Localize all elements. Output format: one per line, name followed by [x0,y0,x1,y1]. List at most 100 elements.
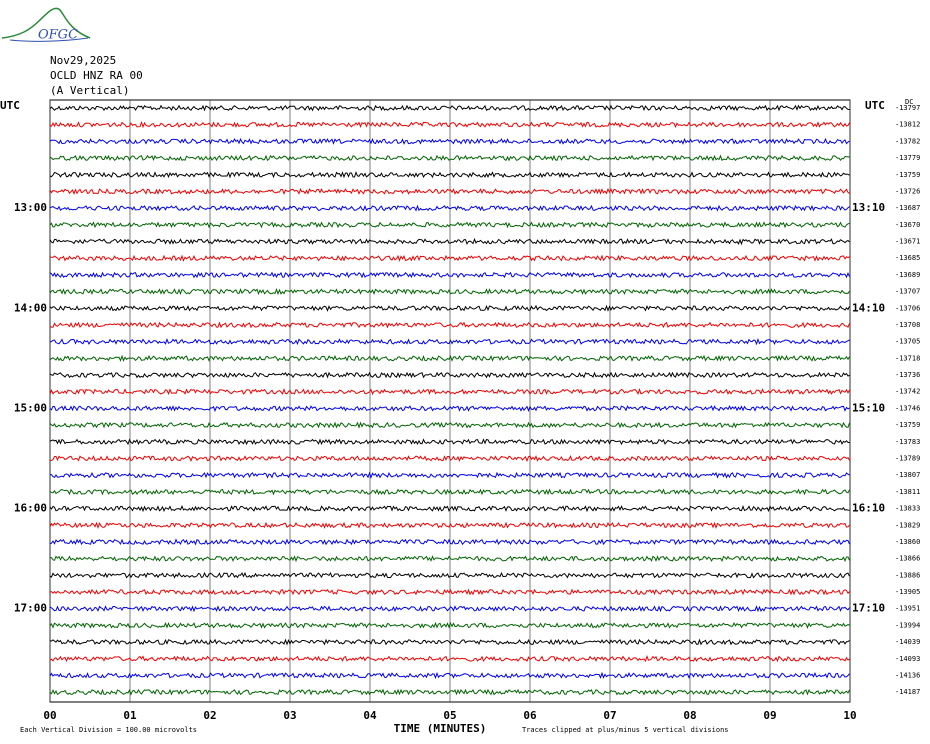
trace-offset: -13685 [895,254,920,262]
trace [49,405,850,413]
time-label: 14:10 [852,301,885,314]
trace-offset: -14136 [895,671,920,679]
trace [49,221,850,229]
x-tick-label: 07 [603,709,616,722]
trace [49,371,850,379]
trace [49,154,850,162]
x-tick-label: 06 [523,709,537,722]
trace-offset: -13670 [895,221,920,229]
x-tick-label: 10 [843,709,856,722]
trace [49,237,850,246]
trace-offset: -13811 [895,488,920,496]
x-tick-label: 00 [43,709,56,722]
x-tick-label: 04 [363,709,377,722]
trace [49,421,850,429]
trace-offset: -13671 [895,238,920,246]
x-tick-label: 01 [123,709,137,722]
x-tick-label: 09 [763,709,776,722]
trace [49,254,850,262]
time-label: 16:10 [852,502,885,515]
trace-offset: -13742 [895,388,920,396]
trace [49,455,850,463]
trace [49,354,850,362]
x-tick-label: 05 [443,709,456,722]
trace-offset: -13718 [895,354,920,362]
trace [49,621,850,629]
trace-offset: -13708 [895,321,920,329]
time-label: 17:10 [852,602,885,615]
x-tick-label: 03 [283,709,296,722]
trace-offset: -13829 [895,521,920,529]
trace [49,121,850,129]
trace [49,521,850,530]
trace-offset: -13789 [895,454,920,462]
clip-note: Traces clipped at plus/minus 5 vertical … [522,726,729,734]
component: (A Vertical) [50,84,129,97]
trace-offset: -13833 [895,505,920,513]
hour-label: 13:00 [14,201,47,214]
trace [49,337,850,346]
left-top: UTC [0,99,20,112]
trace [49,555,850,563]
right-top: UTC [865,99,885,112]
trace [49,304,850,312]
trace [49,471,850,479]
trace [49,321,850,329]
trace [49,688,850,696]
trace [49,104,850,112]
trace [49,137,850,145]
trace-offset: -13994 [895,621,920,629]
trace-offset: -13726 [895,187,920,195]
trace [49,588,850,596]
trace [49,505,850,513]
trace-offset: -14187 [895,688,920,696]
trace-offset: -13736 [895,371,920,379]
trace [49,204,850,212]
trace-offset: -13689 [895,271,920,279]
trace-offset: -13866 [895,555,920,563]
trace [49,288,850,296]
trace-offset: -13951 [895,605,920,613]
x-tick-label: 02 [203,709,216,722]
trace [49,605,850,613]
trace-offset: -13860 [895,538,920,546]
trace [49,671,850,680]
trace-offset: -13759 [895,421,920,429]
x-tick-label: 08 [683,709,696,722]
trace [49,187,850,195]
trace-offset: -13779 [895,154,920,162]
hour-label: 16:00 [14,502,47,515]
trace-offset: -13746 [895,404,920,412]
time-label: 13:10 [852,201,885,214]
trace-offset: -13707 [895,288,920,296]
hour-label: 17:00 [14,602,47,615]
trace-offset: -13783 [895,438,920,446]
trace [49,571,850,579]
right-corner: DC [905,98,913,106]
trace [49,638,850,646]
time-label: 15:10 [852,401,885,414]
scale-note: Each Vertical Division = 100.00 microvol… [20,726,197,734]
trace [49,387,850,396]
trace-offset: -14093 [895,655,920,663]
trace-offset: -13905 [895,588,920,596]
trace-offset: -13797 [895,104,920,112]
trace-offset: -13807 [895,471,920,479]
trace-offset: -13759 [895,171,920,179]
trace [49,171,850,179]
logo-text: OFGC [38,28,78,43]
trace-offset: -14039 [895,638,920,646]
trace [49,271,850,279]
logo: OFGC [1,7,91,43]
trace-offset: -13705 [895,338,920,346]
hour-label: 14:00 [14,301,47,314]
trace [49,488,850,496]
trace [49,655,850,663]
trace-offset: -13706 [895,304,920,312]
trace-offset: -13782 [895,137,920,145]
trace-offset: -13886 [895,571,920,579]
trace-offset: -13687 [895,204,920,212]
trace-offset: -13812 [895,121,920,129]
hour-label: 15:00 [14,401,47,414]
station: OCLD HNZ RA 00 [50,69,143,82]
